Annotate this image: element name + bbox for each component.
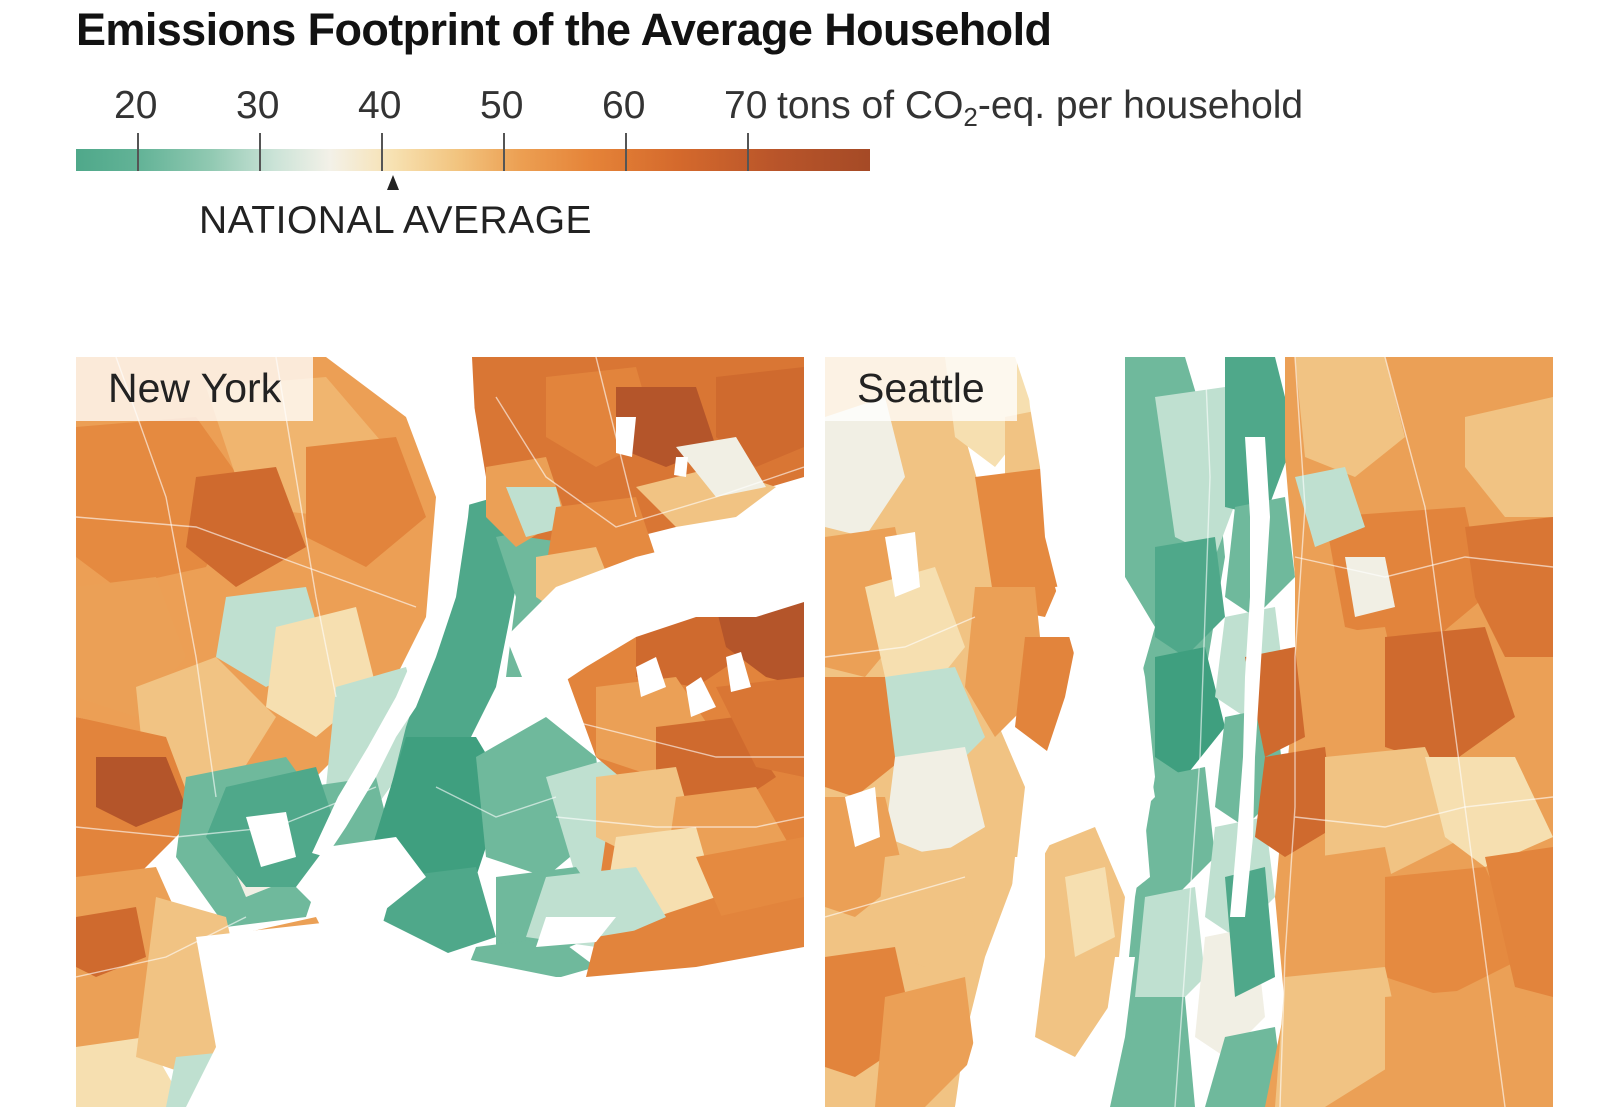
legend-tick-label: 40 [358,84,402,127]
legend-tick-label: 30 [236,84,280,127]
legend-tick [381,133,383,171]
legend-tick [259,133,261,171]
seattle-tracts [825,357,1553,1107]
seattle-roads [825,357,1553,1107]
map-label-seattle: Seattle [825,357,1017,421]
color-legend: 20 30 40 50 60 70 tons of CO2-eq. per ho… [0,0,1606,260]
legend-tick [503,133,505,171]
seattle-map-graphic [825,357,1553,1107]
legend-unit: tons of CO2-eq. per household [777,84,1304,132]
seattle-map: Seattle [825,357,1553,1107]
legend-tick-label: 70 [724,84,768,127]
chart-title: Emissions Footprint of the Average House… [76,4,1052,55]
legend-tick [747,133,749,171]
legend-tick [137,133,139,171]
legend-tick-label: 20 [114,84,158,127]
national-average-marker [387,175,399,190]
new-york-water [186,357,804,1107]
legend-tick [625,133,627,171]
map-label-new-york: New York [76,357,314,421]
legend-tick-label: 50 [480,84,524,127]
national-average-label: NATIONAL AVERAGE [199,199,593,242]
seattle-water [845,357,1270,1107]
new-york-roads [76,357,804,978]
legend-tick-label: 60 [602,84,646,127]
new-york-map-graphic [76,357,804,1107]
color-scale-bar [76,149,870,171]
new-york-map: New York [76,357,804,1107]
